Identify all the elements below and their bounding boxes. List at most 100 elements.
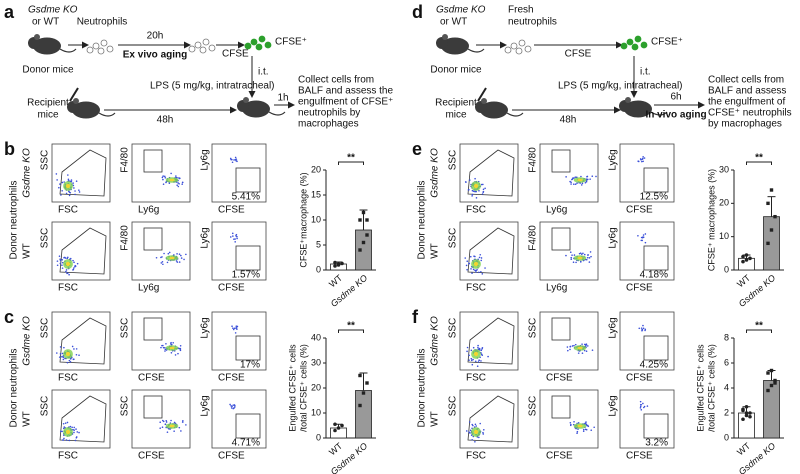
data-point [773,214,777,219]
event-dot [586,256,589,259]
event-dot [162,263,164,266]
cell [92,42,100,50]
cell [631,43,639,51]
event-dot [76,431,79,433]
event-dot [164,348,167,351]
event-dot [176,261,179,263]
flow-plot [539,389,599,449]
event-dot [234,156,237,159]
event-dot [78,189,80,191]
event-dot [162,183,165,186]
event-dot [583,253,586,256]
event-dot [643,406,645,409]
density-peak [473,183,479,189]
event-dot [168,182,171,185]
event-dot [585,350,588,353]
flow-plot [539,311,599,371]
event-dot [170,419,172,422]
event-dot [644,329,646,332]
event-dot [175,175,177,177]
data-point [358,218,362,222]
mouse-ear [442,34,448,40]
readout-line: CFSE⁺ neutrophils [708,108,792,119]
cell [264,41,272,49]
mouse-ear [481,98,487,104]
event-dot [637,235,639,237]
event-dot [641,160,643,163]
x-axis-label: FSC [58,205,78,216]
event-dot [468,188,470,191]
event-dot [66,361,69,364]
event-dot [573,183,575,186]
aging-label: In vivo aging [645,110,706,121]
event-dot [61,267,64,269]
event-dot [471,272,473,274]
event-dot [591,175,594,178]
event-dot [573,420,575,423]
donor-label: or WT [32,17,59,28]
y-axis-label: F4/80 [528,225,539,251]
y-axis-label: SSC [40,228,51,249]
event-dot [61,264,63,266]
bar [355,390,372,439]
mouse-ear [73,98,79,104]
data-point [748,414,752,419]
event-dot [582,252,584,255]
event-dot [166,261,169,264]
event-dot [165,421,168,423]
y-tick-label: 0 [316,432,321,442]
event-dot [468,421,471,423]
readout-line: macrophages [298,119,359,130]
event-dot [474,177,476,180]
row-label: Gsdme KO [22,148,33,198]
significance-label: ** [755,321,763,332]
mouse-ear [625,97,631,103]
x-axis-label: CFSE [626,205,653,216]
mouse-ear [243,97,249,103]
wait-label: 6h [670,92,681,103]
event-dot [234,238,236,240]
gate [235,335,261,361]
cell [640,41,648,49]
gate [235,167,261,193]
event-dot [587,425,590,428]
y-axis-label: SSC [448,318,459,339]
y-axis-label: SSC [40,396,51,417]
event-dot [72,259,74,262]
event-dot [63,181,65,183]
event-dot [468,359,470,361]
gate-percent: 3.2% [645,438,668,449]
gate [551,395,571,419]
event-dot [470,349,473,352]
event-dot [177,352,179,355]
event-dot [68,273,70,276]
y-tick-label: 30 [311,357,321,367]
event-dot [471,189,474,192]
event-dot [590,255,592,258]
event-dot [66,421,69,424]
event-dot [468,179,471,181]
event-dot [178,261,181,263]
data-point [333,428,337,433]
event-dot [469,429,472,432]
event-dot [642,157,644,160]
event-dot [67,174,69,176]
y-tick-label: 15 [311,189,321,199]
gate [643,335,669,361]
gate [59,395,107,443]
event-dot [476,268,478,271]
gate [551,149,571,173]
event-dot [569,180,571,183]
data-point [766,371,770,375]
y-axis-label: F4/80 [528,147,539,173]
cell [86,46,94,54]
cell [634,35,642,43]
event-dot [63,426,66,428]
event-dot [68,439,71,442]
significance-bracket [746,329,772,333]
x-axis-label: FSC [466,205,486,216]
event-dot [479,422,481,425]
cell [255,43,263,51]
panel-letter: b [4,139,15,159]
event-dot [73,267,75,269]
